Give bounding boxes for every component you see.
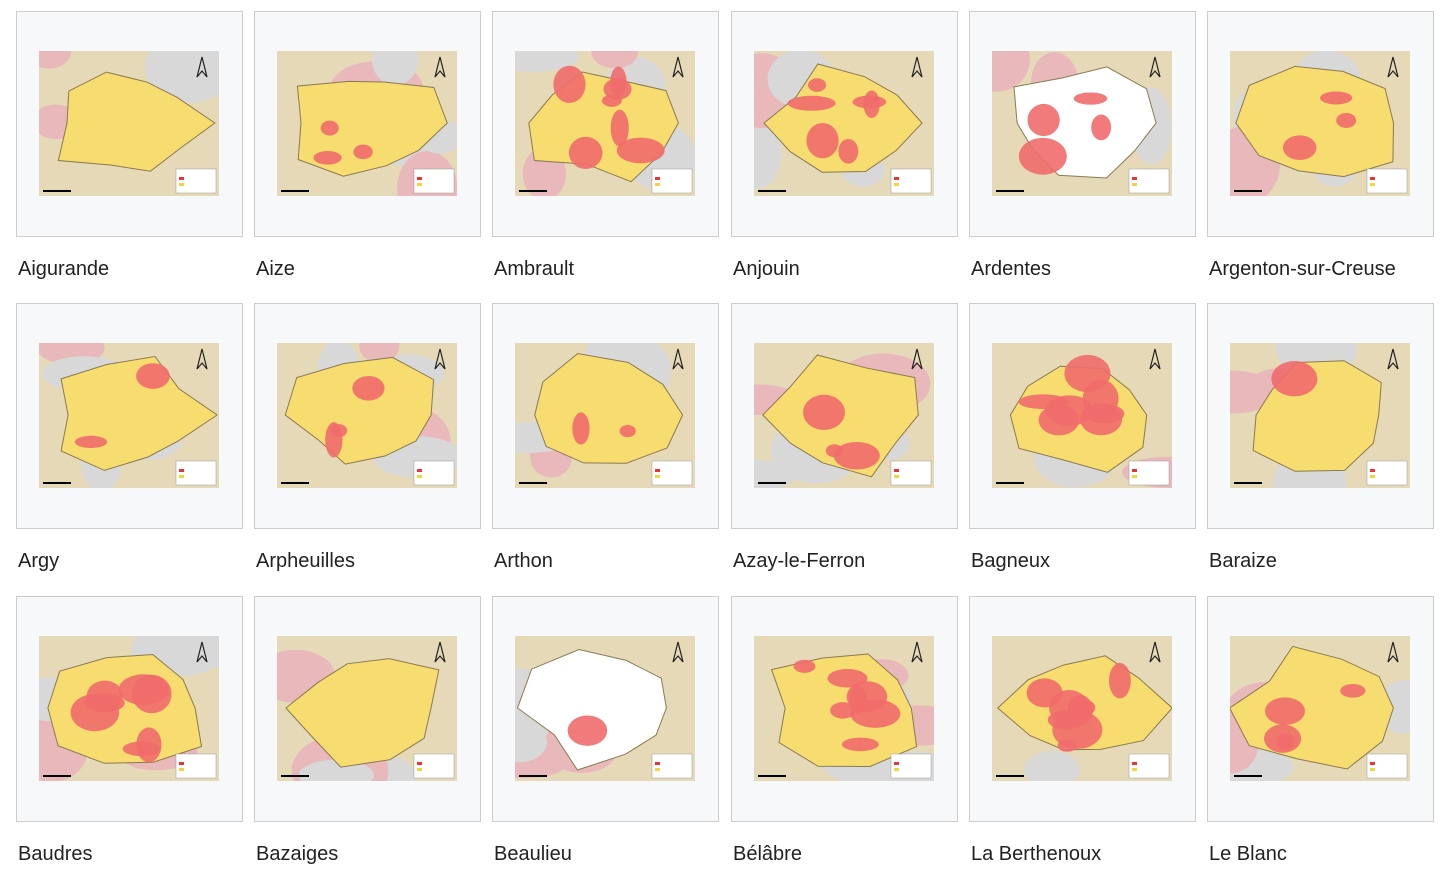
map-thumbnail[interactable] — [731, 596, 958, 822]
map-image — [277, 51, 457, 196]
map-thumbnail[interactable] — [492, 11, 719, 237]
map-image — [1230, 51, 1410, 196]
map-image — [1230, 343, 1410, 488]
map-thumbnail[interactable] — [254, 303, 481, 529]
map-thumbnail[interactable] — [16, 303, 243, 529]
gallery-item[interactable]: Ardentes — [969, 11, 1197, 281]
map-thumbnail[interactable] — [16, 596, 243, 822]
item-label[interactable]: Arpheuilles — [256, 550, 355, 572]
gallery-item[interactable]: Anjouin — [731, 11, 959, 281]
map-image — [39, 343, 219, 488]
item-label[interactable]: Le Blanc — [1209, 843, 1287, 865]
gallery-item[interactable]: Arthon — [492, 303, 720, 573]
gallery-item[interactable]: Azay-le-Ferron — [731, 303, 959, 573]
item-label[interactable]: Bélâbre — [733, 843, 802, 865]
item-label[interactable]: Bagneux — [971, 550, 1050, 572]
gallery-item[interactable]: La Berthenoux — [969, 596, 1197, 866]
gallery-item[interactable]: Baudres — [16, 596, 244, 866]
item-label[interactable]: Azay-le-Ferron — [733, 550, 866, 572]
gallery-item[interactable]: Ambrault — [492, 11, 720, 281]
gallery-item[interactable]: Bagneux — [969, 303, 1197, 573]
item-label[interactable]: La Berthenoux — [971, 843, 1102, 865]
item-label[interactable]: Aigurande — [18, 258, 110, 280]
item-label[interactable]: Ambrault — [494, 258, 575, 280]
map-thumbnail[interactable] — [254, 11, 481, 237]
map-image — [515, 51, 695, 196]
item-label[interactable]: Baraize — [1209, 550, 1277, 572]
item-label[interactable]: Bazaiges — [256, 843, 339, 865]
item-label[interactable]: Ardentes — [971, 258, 1052, 280]
gallery-item[interactable]: Bazaiges — [254, 596, 482, 866]
map-thumbnail[interactable] — [969, 11, 1196, 237]
item-label[interactable]: Argenton-sur-Creuse — [1209, 258, 1396, 280]
map-thumbnail[interactable] — [254, 596, 481, 822]
map-thumbnail[interactable] — [969, 596, 1196, 822]
map-thumbnail[interactable] — [731, 11, 958, 237]
item-label[interactable]: Anjouin — [733, 258, 800, 280]
map-image — [1230, 636, 1410, 781]
map-thumbnail[interactable] — [1207, 11, 1434, 237]
map-image — [992, 636, 1172, 781]
item-label[interactable]: Argy — [18, 550, 60, 572]
map-image — [754, 343, 934, 488]
item-label[interactable]: Baudres — [18, 843, 93, 865]
map-image — [515, 343, 695, 488]
item-label[interactable]: Beaulieu — [494, 843, 572, 865]
gallery-item[interactable]: Argy — [16, 303, 244, 573]
map-image — [515, 636, 695, 781]
map-thumbnail[interactable] — [1207, 303, 1434, 529]
gallery-item[interactable]: Le Blanc — [1207, 596, 1435, 866]
map-image — [992, 343, 1172, 488]
map-thumbnail[interactable] — [16, 11, 243, 237]
gallery-item[interactable]: Arpheuilles — [254, 303, 482, 573]
gallery-item[interactable]: Bélâbre — [731, 596, 959, 866]
gallery-item[interactable]: Baraize — [1207, 303, 1435, 573]
item-label[interactable]: Arthon — [494, 550, 553, 572]
map-image — [754, 636, 934, 781]
item-label[interactable]: Aize — [256, 258, 295, 280]
map-image — [277, 343, 457, 488]
map-thumbnail[interactable] — [492, 596, 719, 822]
map-image — [992, 51, 1172, 196]
map-thumbnail[interactable] — [1207, 596, 1434, 822]
map-image — [754, 51, 934, 196]
map-thumbnail[interactable] — [969, 303, 1196, 529]
map-thumbnail[interactable] — [492, 303, 719, 529]
gallery-item[interactable]: Aize — [254, 11, 482, 281]
gallery-item[interactable]: Argenton-sur-Creuse — [1207, 11, 1435, 281]
map-thumbnail[interactable] — [731, 303, 958, 529]
gallery-item[interactable]: Beaulieu — [492, 596, 720, 866]
gallery-item[interactable]: Aigurande — [16, 11, 244, 281]
map-image — [39, 51, 219, 196]
map-image — [39, 636, 219, 781]
map-image — [277, 636, 457, 781]
